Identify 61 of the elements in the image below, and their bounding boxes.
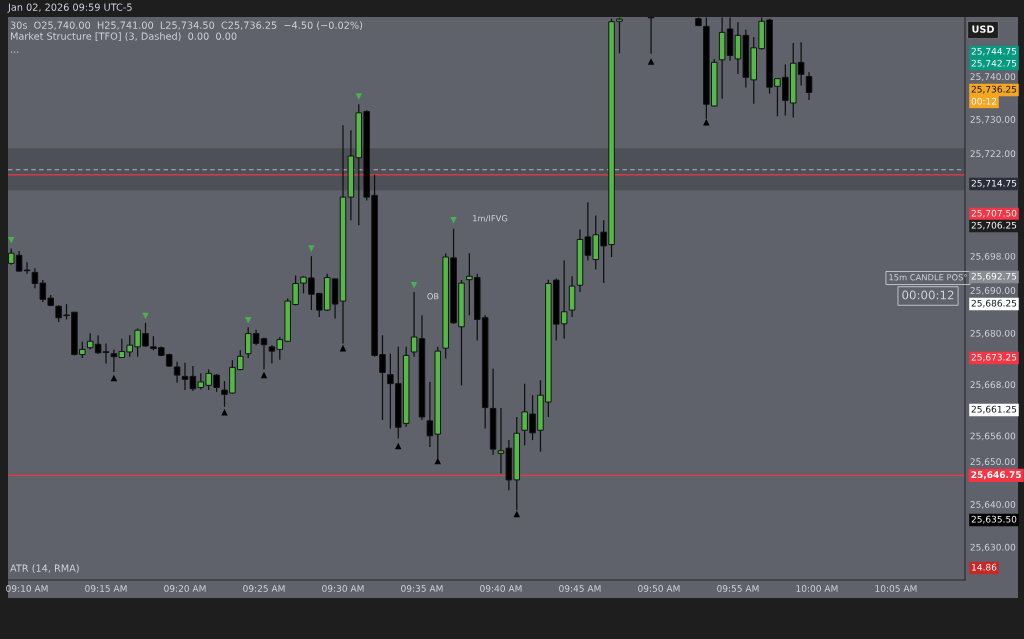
annotation: ...: [11, 51, 19, 53]
y-tick-label: 25,668.00: [970, 381, 1016, 389]
candlestick: [568, 275, 576, 318]
point: [308, 245, 315, 252]
text: 25,742.75: [971, 59, 1017, 68]
point: [450, 216, 457, 224]
y-tick-label: 25,640.00: [970, 501, 1016, 509]
x-tick-label: 09:35 AM: [401, 585, 443, 592]
point: [355, 93, 363, 100]
y-axis-title: USD: [972, 25, 994, 33]
point: [221, 409, 228, 416]
x-tick-label: 09:40 AM: [480, 585, 522, 592]
x-tick-label: 10:05 AM: [875, 585, 917, 592]
point: [410, 281, 418, 289]
point: [244, 317, 252, 324]
annotation: 1m/IFVG: [473, 215, 508, 223]
y-tick-label: 25,630.00: [970, 543, 1016, 552]
candlestick: [805, 71, 813, 101]
text: 25,707.50: [971, 209, 1017, 218]
text: Jan 02, 2026 09:59 UTC-5: [7, 3, 132, 13]
text: 25,736.25: [971, 85, 1017, 94]
chart-title: 30s O25,740.00 H25,741.00 L25,734.50 C25,736.25 −4.50 (−0.02%): [10, 21, 363, 30]
y-tick-label: 25,698.00: [970, 252, 1016, 261]
ref-line-label: 25,646.75: [971, 471, 1021, 480]
x-tick-label: 09:55 AM: [717, 585, 759, 592]
y-tick-label: 25,730.00: [970, 115, 1016, 124]
x-tick-label: 09:20 AM: [164, 585, 206, 592]
x-tick-label: 09:45 AM: [559, 585, 601, 592]
text: 25,692.75: [971, 272, 1017, 281]
y-tick-label: 25,680.00: [970, 329, 1016, 338]
annotation: ATR (14, RMA): [10, 564, 79, 573]
text: 14.86: [972, 563, 997, 571]
text: 25,661.25: [971, 405, 1017, 414]
text: 25,744.75: [971, 47, 1017, 56]
point: [8, 237, 15, 244]
text: 25,673.25: [971, 353, 1017, 362]
text: 00:12: [971, 97, 997, 105]
candlestick: [410, 291, 418, 358]
point: [647, 58, 655, 65]
candlestick: [647, 17, 655, 55]
y-tick-label: 25,650.00: [970, 458, 1016, 466]
annotation: Market Structure [TFO] (3, Dashed) 0.00 0.00: [10, 32, 237, 41]
text: 25,686.25: [971, 299, 1017, 308]
y-tick-label: 25,690.00: [970, 287, 1016, 295]
annotation: 00:00:12: [902, 290, 954, 300]
text: 25,635.50: [971, 515, 1017, 524]
x-tick-label: 10:00 AM: [796, 585, 838, 592]
point: [513, 510, 521, 518]
x-tick-label: 09:50 AM: [638, 585, 680, 592]
point: [395, 442, 402, 450]
y-tick-label: 25,740.00: [970, 73, 1016, 81]
y-tick-label: 25,722.00: [970, 150, 1016, 158]
y-tick-label: 25,656.00: [970, 432, 1016, 441]
annotation: 15m CANDLE POS°: [889, 274, 967, 281]
x-tick-label: 09:25 AM: [243, 585, 285, 592]
text: 25,714.75: [971, 179, 1017, 188]
text: 25,706.25: [971, 221, 1017, 230]
annotation: OB: [427, 293, 439, 300]
x-tick-label: 09:15 AM: [85, 585, 127, 592]
x-tick-label: 09:30 AM: [322, 585, 364, 592]
point: [434, 457, 442, 465]
